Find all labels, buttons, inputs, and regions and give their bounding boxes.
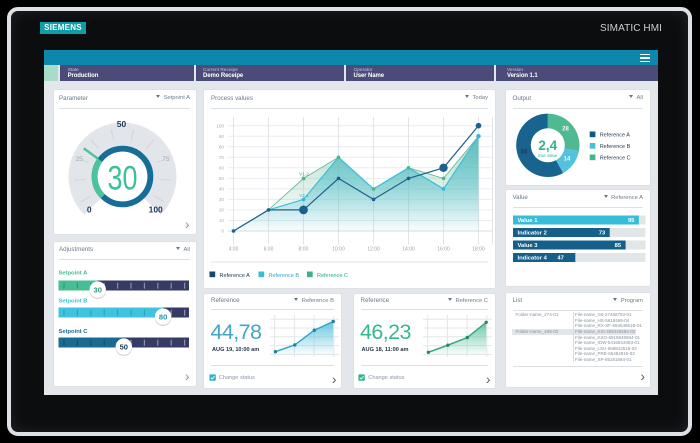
svg-text:40: 40	[219, 187, 225, 192]
svg-text:true value: true value	[538, 152, 557, 157]
svg-text:47: 47	[557, 256, 563, 262]
svg-text:60: 60	[219, 165, 225, 170]
svg-text:80: 80	[219, 144, 225, 149]
svg-text:4:00: 4:00	[229, 246, 239, 252]
svg-text:Setpoint C: Setpoint C	[59, 329, 89, 335]
svg-text:V2.1: V2.1	[299, 193, 309, 199]
svg-text:70: 70	[219, 155, 225, 160]
svg-text:Reference B: Reference B	[599, 144, 630, 150]
svg-text:Reference B: Reference B	[269, 273, 300, 279]
svg-text:Setpoint A: Setpoint A	[59, 270, 89, 276]
svg-text:Value 3: Value 3	[517, 243, 538, 249]
svg-text:95: 95	[627, 218, 634, 224]
svg-text:58: 58	[520, 149, 527, 155]
svg-text:75: 75	[162, 155, 170, 162]
svg-text:18:00: 18:00	[472, 246, 485, 252]
svg-text:Indicator 2: Indicator 2	[517, 231, 546, 237]
svg-text:30: 30	[219, 197, 225, 202]
svg-text:Setpoint B: Setpoint B	[59, 299, 88, 305]
svg-text:25: 25	[75, 155, 83, 162]
svg-text:2,4: 2,4	[538, 138, 557, 153]
svg-text:90: 90	[219, 134, 225, 139]
svg-text:0: 0	[87, 204, 92, 214]
svg-text:14:00: 14:00	[402, 246, 415, 252]
svg-text:73: 73	[598, 231, 605, 237]
svg-text:Reference A: Reference A	[599, 132, 630, 138]
svg-text:30: 30	[93, 285, 101, 294]
svg-text:100: 100	[216, 123, 224, 128]
svg-text:Indicator 4: Indicator 4	[517, 256, 547, 262]
svg-text:50: 50	[117, 118, 127, 128]
svg-text:Reference C: Reference C	[599, 155, 630, 161]
svg-text:50: 50	[219, 176, 225, 181]
svg-text:100: 100	[149, 204, 163, 214]
svg-text:Value 1: Value 1	[517, 218, 538, 224]
svg-text:28: 28	[562, 126, 569, 132]
svg-text:8:00: 8:00	[299, 246, 309, 252]
svg-text:80: 80	[159, 312, 167, 321]
svg-text:0: 0	[221, 229, 224, 234]
svg-text:50: 50	[120, 342, 128, 351]
svg-text:14: 14	[563, 156, 570, 162]
svg-text:6:00: 6:00	[264, 246, 274, 252]
svg-text:V1.2: V1.2	[299, 172, 309, 178]
svg-text:30: 30	[108, 159, 138, 197]
svg-text:20: 20	[219, 208, 225, 213]
svg-text:12:00: 12:00	[367, 246, 380, 252]
svg-text:16:00: 16:00	[437, 246, 450, 252]
svg-text:85: 85	[614, 243, 621, 249]
svg-text:Reference A: Reference A	[220, 273, 251, 279]
svg-text:10: 10	[219, 218, 225, 223]
svg-text:Reference C: Reference C	[317, 273, 348, 279]
svg-text:10:00: 10:00	[332, 246, 345, 252]
